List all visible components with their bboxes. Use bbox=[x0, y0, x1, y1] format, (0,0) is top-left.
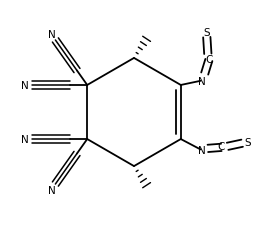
Text: N: N bbox=[48, 30, 55, 40]
Text: C: C bbox=[205, 55, 213, 65]
Text: N: N bbox=[21, 135, 29, 144]
Text: N: N bbox=[198, 76, 206, 86]
Text: S: S bbox=[203, 28, 210, 38]
Text: S: S bbox=[244, 137, 251, 148]
Text: N: N bbox=[48, 185, 55, 195]
Text: C: C bbox=[218, 142, 225, 152]
Text: N: N bbox=[21, 81, 29, 90]
Text: N: N bbox=[198, 146, 206, 156]
